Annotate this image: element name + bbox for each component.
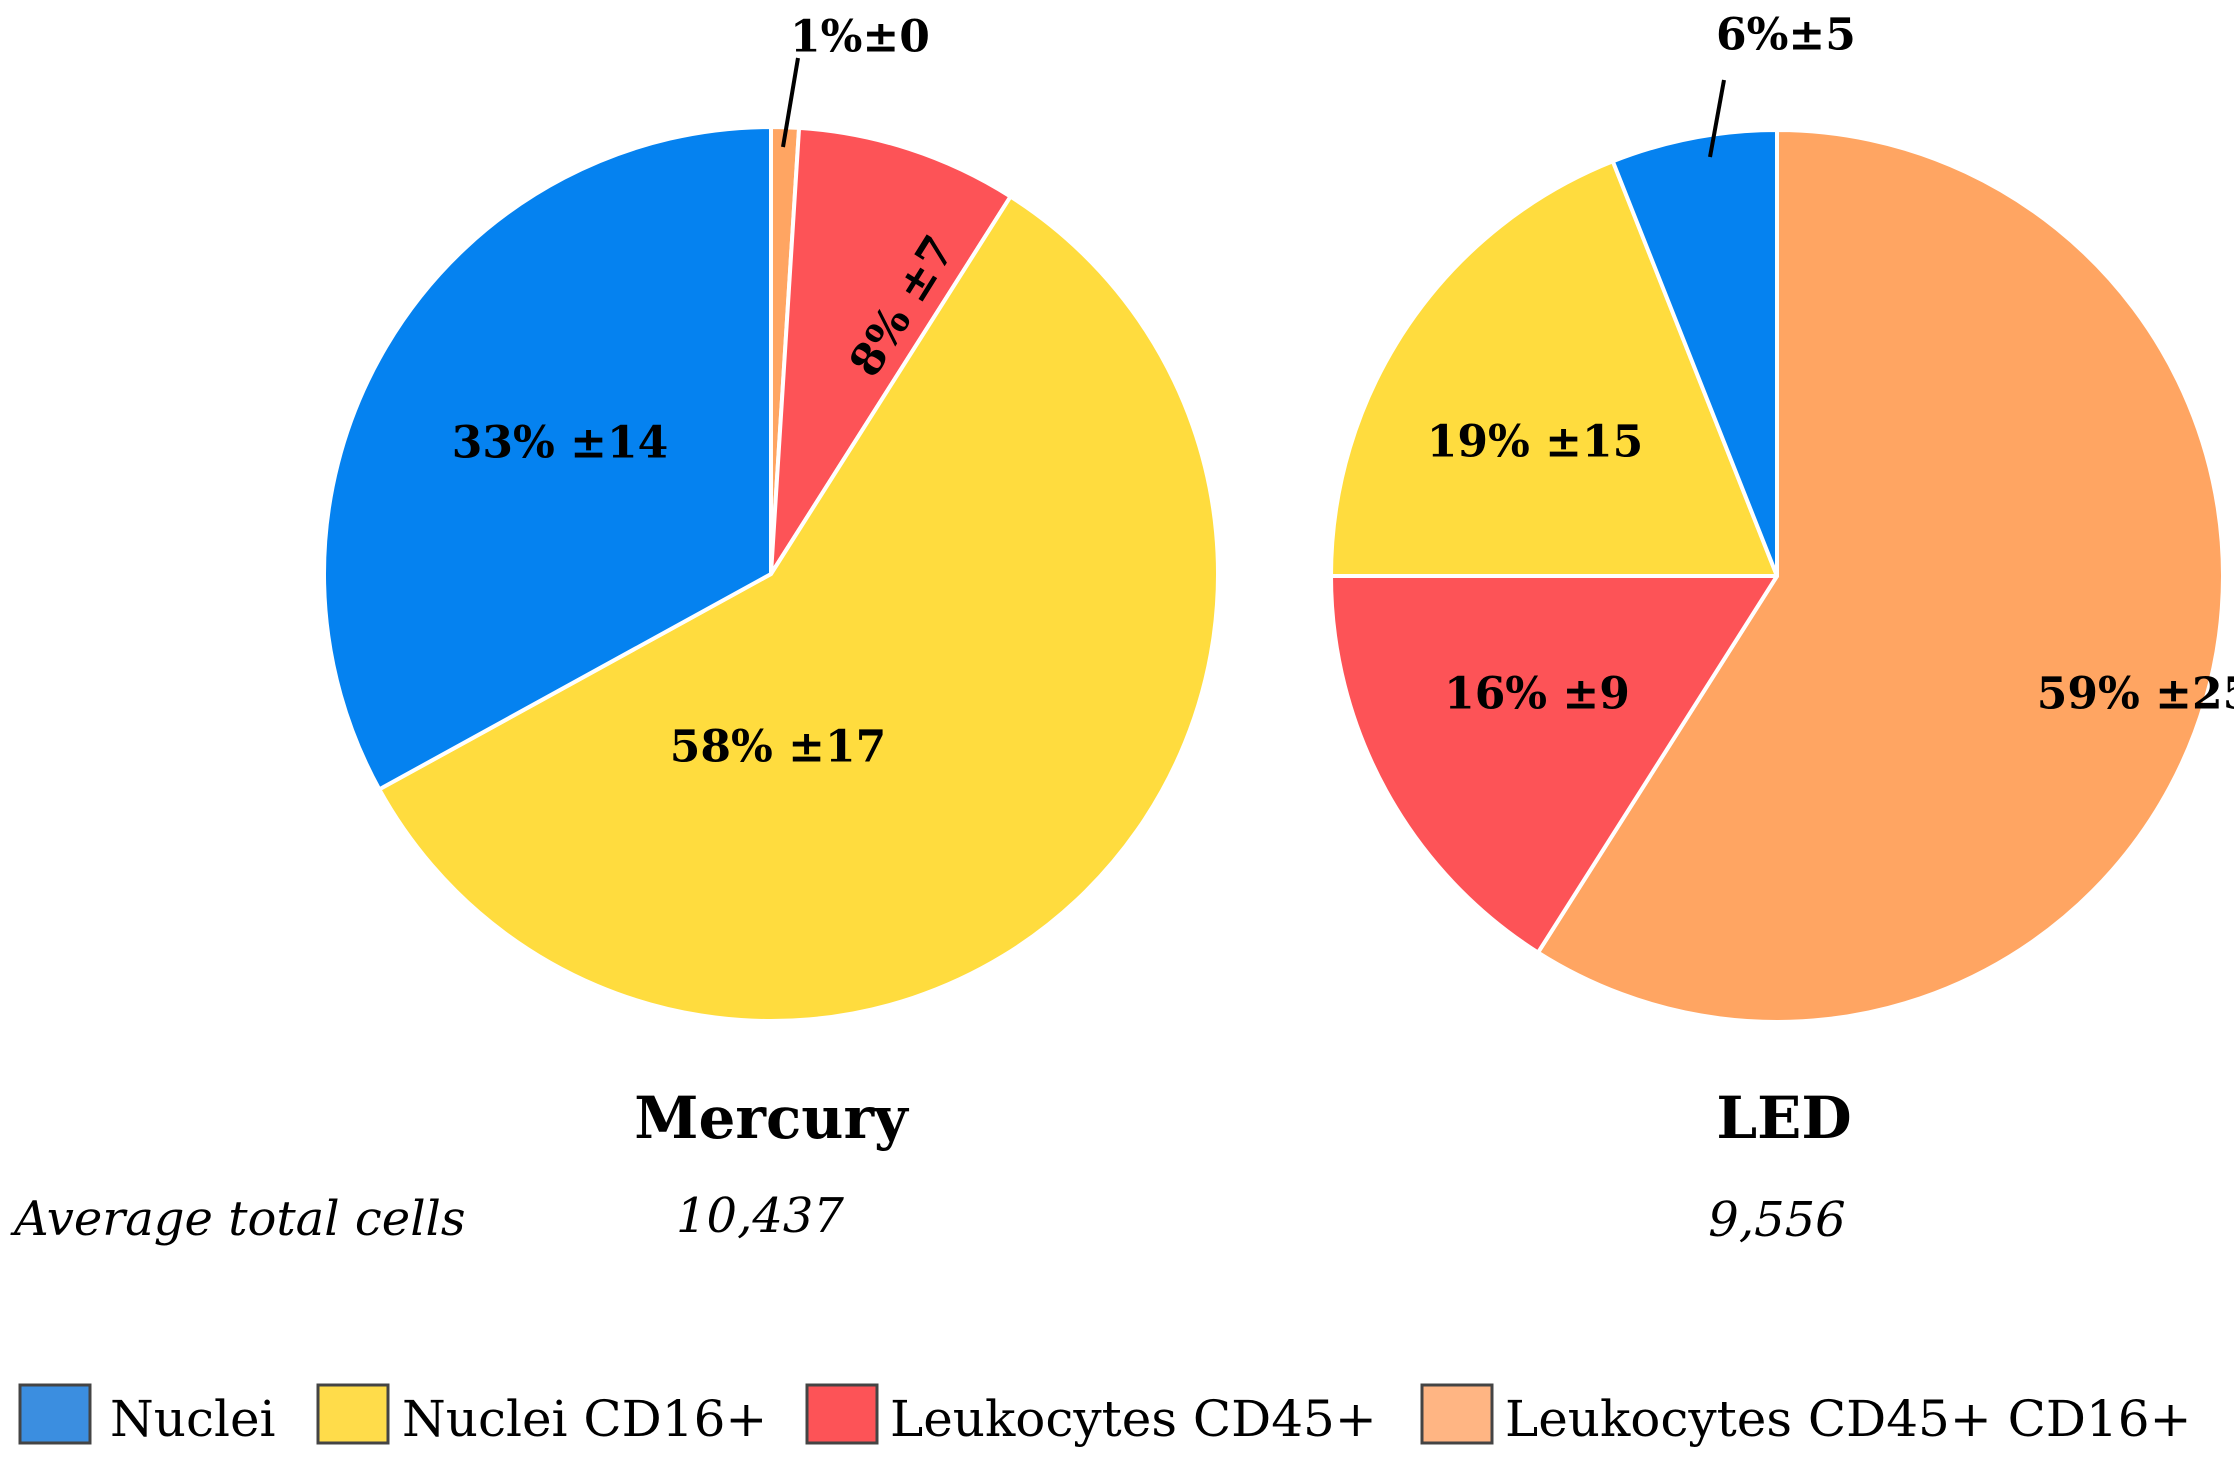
leader-line-led-nuclei xyxy=(1708,79,1726,158)
legend-swatch-nuclei xyxy=(18,1383,92,1445)
slice-label-led-leukocytes-cd45: 16% ±9 xyxy=(1444,669,1630,720)
pie-slice-mercury-leukocytes-cd45 xyxy=(769,125,1013,576)
legend-swatch-leukocytes-cd45 xyxy=(805,1383,879,1445)
legend-label-nuclei: Nuclei xyxy=(110,1390,276,1448)
legend-label-leukocytes-cd45: Leukocytes CD45+ xyxy=(890,1390,1377,1448)
pie-slice-led-nuclei-cd16 xyxy=(1329,159,1779,578)
pie-led: 59% ±25 16% ±9 19% ±15 6%±5 xyxy=(1329,10,2234,1024)
legend-swatch-leukocytes-cd45-cd16 xyxy=(1420,1383,1494,1445)
legend-label-nuclei-cd16: Nuclei CD16+ xyxy=(402,1390,767,1448)
pie-slice-led-leukocytes-cd45-cd16 xyxy=(1536,128,2225,1024)
chart-title-mercury: Mercury xyxy=(634,1084,910,1152)
total-cells-mercury: 10,437 xyxy=(676,1188,844,1244)
slice-label-mercury-leukocytes-cd45-cd16: 1%±0 xyxy=(790,12,930,63)
legend-label-leukocytes-cd45-cd16: Leukocytes CD45+ CD16+ xyxy=(1505,1390,2192,1448)
total-cells-led: 9,556 xyxy=(1708,1192,1845,1248)
slice-label-mercury-nuclei: 33% ±14 xyxy=(452,418,668,469)
slice-label-led-nuclei-cd16: 19% ±15 xyxy=(1427,417,1643,468)
leader-line-mercury-leukocytes-cd45-cd16 xyxy=(781,57,800,148)
pie-slice-mercury-nuclei-cd16 xyxy=(377,194,1220,1023)
pie-slice-mercury-nuclei xyxy=(322,125,773,792)
slice-label-led-leukocytes-cd45-cd16: 59% ±25 xyxy=(2037,669,2234,720)
legend: Nuclei Nuclei CD16+ Leukocytes CD45+ Leu… xyxy=(18,1383,2192,1448)
average-total-cells-caption: Average total cells xyxy=(10,1191,466,1247)
legend-swatch-nuclei-cd16 xyxy=(316,1383,390,1445)
pie-slice-led-nuclei xyxy=(1610,128,1779,578)
slice-label-mercury-nuclei-cd16: 58% ±17 xyxy=(670,722,886,773)
slice-label-led-nuclei: 6%±5 xyxy=(1716,10,1856,61)
pie-slice-led-leukocytes-cd45 xyxy=(1329,574,1779,955)
chart-title-led: LED xyxy=(1716,1084,1851,1152)
